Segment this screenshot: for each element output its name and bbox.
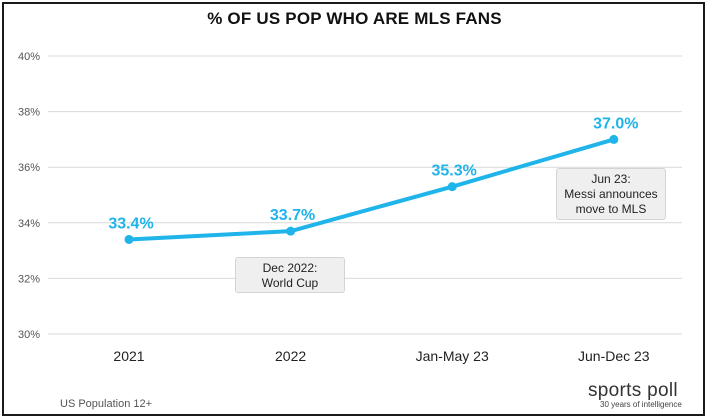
brand-logo: sports poll 30 years of intelligence [588,381,698,410]
data-label: 35.3% [432,163,477,180]
x-tick-label: Jun-Dec 23 [578,348,650,364]
annotation-line: Messi announces [564,187,658,201]
brand-tagline: 30 years of intelligence [600,400,682,409]
y-tick-label: 30% [18,329,40,341]
series-line [127,137,616,242]
y-tick-label: 40% [18,51,40,63]
annotation-line: move to MLS [575,202,647,216]
data-point [286,226,296,236]
data-label: 37.0% [593,115,638,132]
annotation-line: Dec 2022: [262,261,318,275]
data-point [124,234,134,244]
y-tick-label: 32% [18,273,40,285]
data-point [609,134,619,144]
gridlines [48,55,682,335]
data-label: 33.4% [108,215,153,232]
chart-title: % OF US POP WHO ARE MLS FANS [207,9,502,28]
series-line-group [127,137,616,242]
annotation-line: World Cup [261,276,319,290]
data-label: 33.7% [270,207,315,224]
data-point [447,182,457,192]
annotation-messi: Jun 23: Messi announces move to MLS [556,168,666,220]
annotation-world-cup: Dec 2022: World Cup [235,257,345,293]
brand-name: sports poll [588,380,678,401]
data-labels: 33.4% 33.7% 35.3% 37.0% [108,115,638,232]
y-tick-label: 34% [18,218,40,230]
data-points [124,134,619,244]
y-tick-label: 36% [18,162,40,174]
x-tick-label: 2022 [275,348,306,364]
x-tick-label: 2021 [113,348,144,364]
footnote: US Population 12+ [60,398,153,410]
y-axis-ticks: 30% 32% 34% 36% 38% 40% [18,51,40,341]
x-axis-ticks: 2021 2022 Jan-May 23 Jun-Dec 23 [113,348,649,364]
annotation-line: Jun 23: [591,172,631,186]
y-tick-label: 38% [18,107,40,119]
x-tick-label: Jan-May 23 [416,348,489,364]
